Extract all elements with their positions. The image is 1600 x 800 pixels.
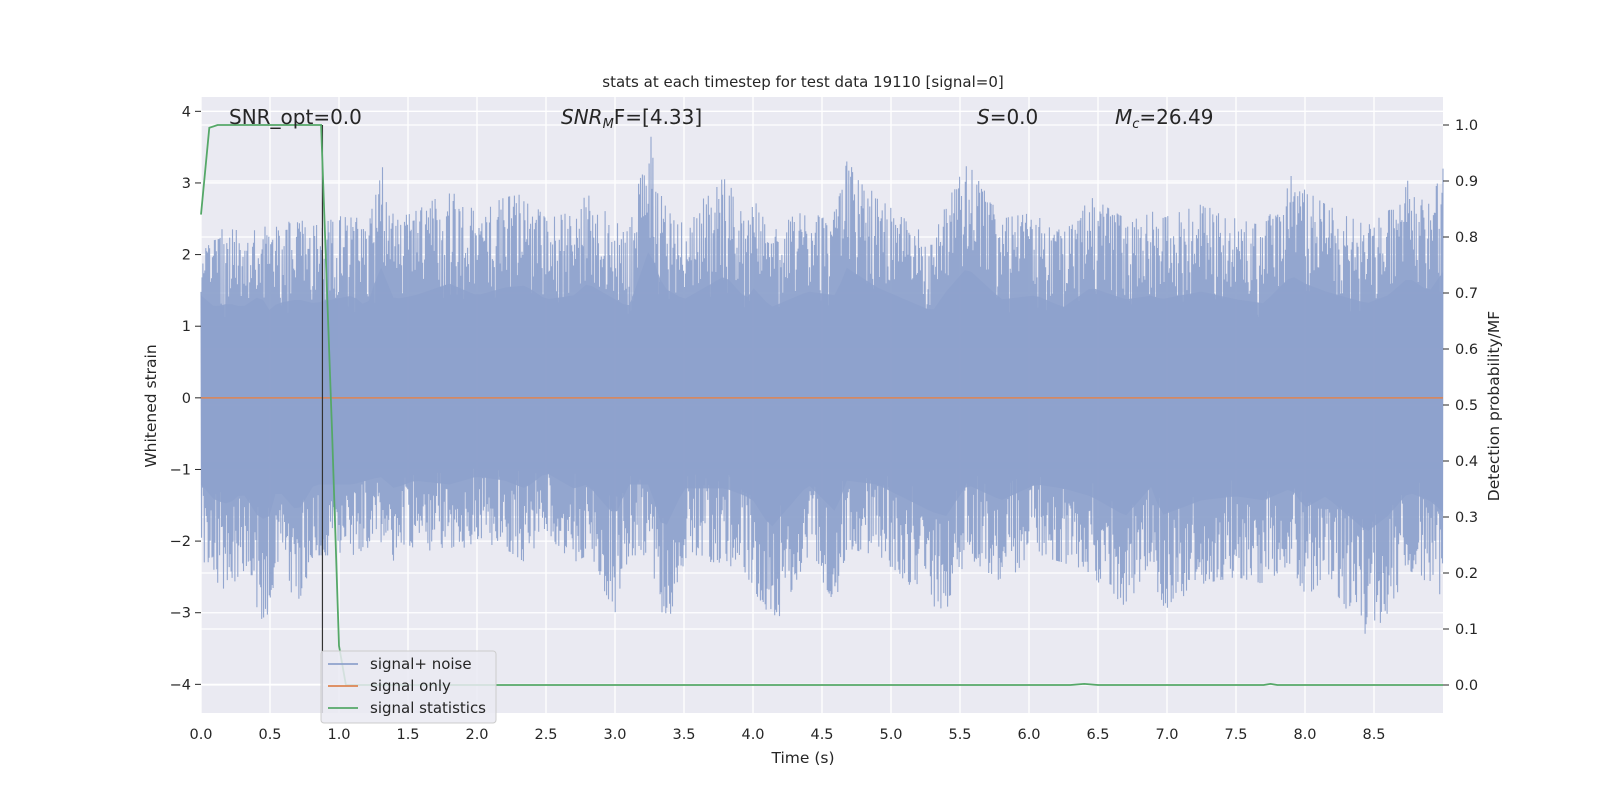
x-tick-label: 0.5 [258,727,281,743]
legend: signal+ noise signal only signal statist… [320,650,497,724]
x-tick-label: 3.5 [672,727,695,743]
x-tick-label: 6.0 [1017,727,1040,743]
chart-title: stats at each timestep for test data 191… [602,73,1003,91]
x-tick-label: 5.0 [879,727,902,743]
annotation-snr-mf: SNRMF=[4.33] [561,105,702,132]
y-right-tick-label: 0.1 [1455,622,1478,638]
y-tick-label: 1 [182,319,191,335]
x-tick-label: 2.5 [534,727,557,743]
x-tick-label: 4.0 [741,727,764,743]
y-tick-label: 4 [182,104,191,120]
x-tick-label: 6.5 [1086,727,1109,743]
y-right-tick-label: 0.8 [1455,230,1478,246]
y-axis-label: Whitened strain [142,344,160,467]
x-axis-label: Time (s) [770,749,834,767]
y-right-tick-label: 0.4 [1455,454,1478,470]
legend-label-signal-statistics: signal statistics [370,699,486,717]
y-tick-label: −2 [170,534,191,550]
x-tick-label: 1.0 [327,727,350,743]
y-right-tick-label: 0.2 [1455,566,1478,582]
y-tick-label: −4 [170,677,191,693]
signal-noise-series [200,136,1444,634]
y-right-tick-label: 0.9 [1455,174,1478,190]
y-tick-label: −1 [170,462,191,478]
annotation-mc: Mc=26.49 [1115,105,1213,132]
y-axis-ticks: −4 −3 −2 −1 0 1 2 3 4 [170,104,201,693]
annotation-s: S=0.0 [977,105,1038,129]
signal-noise-band [201,252,1443,531]
legend-box [320,650,497,724]
y-right-tick-label: 0.6 [1455,342,1478,358]
y-tick-label: 2 [182,248,191,264]
legend-label-signal-noise: signal+ noise [370,655,472,673]
x-tick-label: 4.5 [810,727,833,743]
y-tick-label: 0 [182,391,191,407]
y-right-axis-ticks: 0.0 0.1 0.2 0.3 0.4 0.5 0.6 0.7 0.8 0.9 1.0 [1443,118,1478,694]
y-right-tick-label: 0.5 [1455,398,1478,414]
x-tick-label: 7.0 [1155,727,1178,743]
y-right-tick-label: 0.0 [1455,678,1478,694]
x-tick-label: 5.5 [948,727,971,743]
x-tick-label: 0.0 [189,727,212,743]
x-tick-label: 1.5 [396,727,419,743]
y-tick-label: 3 [182,176,191,192]
y-tick-label: −3 [170,606,191,622]
legend-label-signal-only: signal only [370,677,451,695]
x-tick-label: 7.5 [1224,727,1247,743]
y-right-axis-label: Detection probability/MF [1485,311,1503,502]
x-tick-label: 8.0 [1293,727,1316,743]
x-tick-label: 2.0 [465,727,488,743]
x-tick-label: 8.5 [1362,727,1385,743]
annotation-snr-opt: SNR_opt=0.0 [229,105,362,129]
y-right-tick-label: 0.7 [1455,286,1478,302]
y-right-tick-label: 1.0 [1455,118,1478,134]
x-tick-label: 3.0 [603,727,626,743]
x-axis-ticks: 0.0 0.5 1.0 1.5 2.0 2.5 3.0 3.5 4.0 4.5 5.0 5.5 6.0 6… [189,727,1385,743]
y-right-tick-label: 0.3 [1455,510,1478,526]
